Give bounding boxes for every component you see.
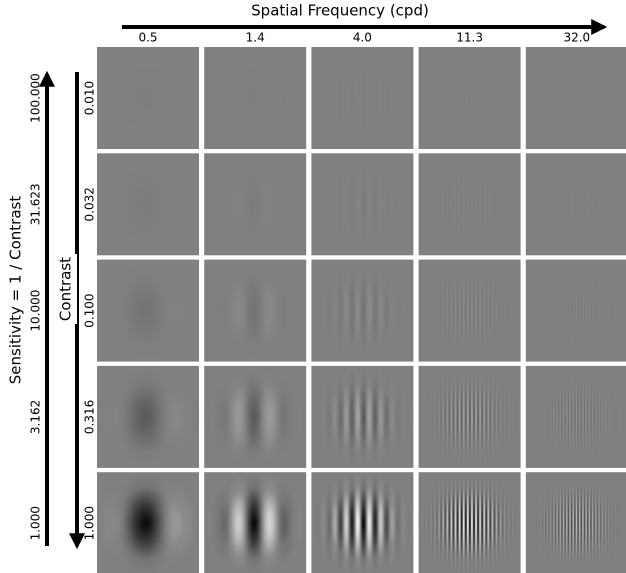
contrast-label: 0.100 bbox=[83, 293, 97, 327]
x-tick-label: 1.4 bbox=[246, 31, 265, 45]
gabor-patch bbox=[97, 260, 199, 362]
gabor-patch bbox=[311, 260, 413, 362]
figure: Spatial Frequency (cpd) Sensitivity = 1 … bbox=[0, 0, 626, 573]
gabor-patch bbox=[311, 47, 413, 149]
contrast-label: 0.010 bbox=[83, 81, 97, 115]
gabor-patch bbox=[526, 153, 626, 255]
sensitivity-label: 100.000 bbox=[29, 73, 43, 123]
y-title: Sensitivity = 1 / Contrast bbox=[7, 196, 25, 385]
contrast-label: 0.032 bbox=[83, 187, 97, 221]
gabor-patch bbox=[97, 153, 199, 255]
x-tick-label: 4.0 bbox=[353, 31, 372, 45]
gabor-patch bbox=[526, 472, 626, 573]
gabor-patch bbox=[204, 366, 306, 468]
x-tick-label: 32.0 bbox=[563, 31, 590, 45]
gabor-patch bbox=[97, 472, 199, 573]
sensitivity-label: 1.000 bbox=[29, 506, 43, 540]
gabor-patch bbox=[419, 260, 521, 362]
gabor-patch bbox=[419, 153, 521, 255]
gabor-patch bbox=[204, 47, 306, 149]
gabor-patch bbox=[311, 366, 413, 468]
y2-title: Contrast bbox=[57, 257, 75, 321]
x-tick-label: 11.3 bbox=[456, 31, 483, 45]
gabor-patch bbox=[419, 366, 521, 468]
gabor-patch bbox=[311, 472, 413, 573]
gabor-patch bbox=[97, 366, 199, 468]
sensitivity-label: 31.623 bbox=[29, 183, 43, 225]
x-tick-label: 0.5 bbox=[138, 31, 157, 45]
gabor-patch bbox=[526, 47, 626, 149]
gabor-patch bbox=[204, 472, 306, 573]
gabor-patch bbox=[204, 153, 306, 255]
x-title: Spatial Frequency (cpd) bbox=[251, 2, 429, 20]
contrast-label: 1.000 bbox=[83, 506, 97, 540]
gabor-patch bbox=[311, 153, 413, 255]
sensitivity-label: 3.162 bbox=[29, 400, 43, 434]
gabor-patch bbox=[97, 47, 199, 149]
gabor-patch bbox=[526, 260, 626, 362]
contrast-label: 0.316 bbox=[83, 400, 97, 434]
gabor-patch bbox=[526, 366, 626, 468]
gabor-patch bbox=[204, 260, 306, 362]
gabor-patch bbox=[419, 472, 521, 573]
sensitivity-label: 10.000 bbox=[29, 290, 43, 332]
gabor-patch bbox=[419, 47, 521, 149]
